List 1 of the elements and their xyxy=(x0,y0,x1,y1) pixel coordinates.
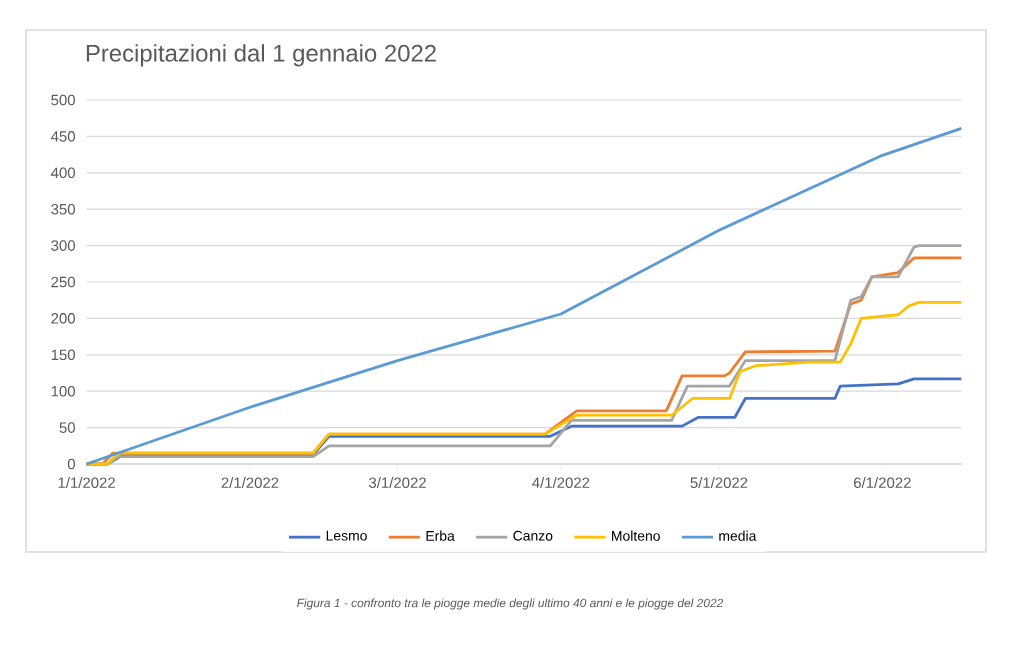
chart-title: Precipitazioni dal 1 gennaio 2022 xyxy=(86,44,436,67)
